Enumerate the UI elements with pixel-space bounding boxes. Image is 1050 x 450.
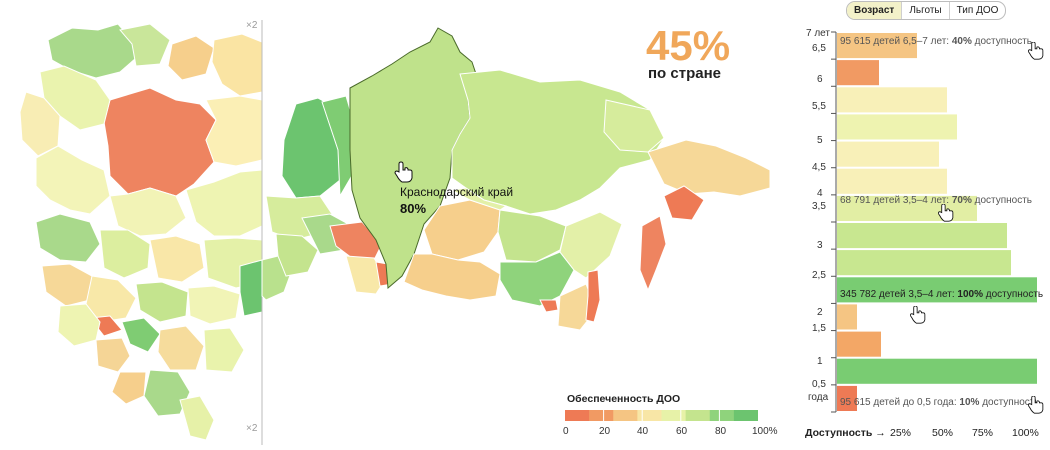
annotation-text: 68 791 детей 3,5–4 лет:: [840, 195, 952, 206]
y-tick-label: 2: [817, 307, 823, 318]
hand-cursor-icon: [910, 306, 926, 324]
y-tick-label: 0,5: [812, 379, 826, 390]
bar-annotation: 68 791 детей 3,5–4 лет: 70% доступность: [840, 195, 1032, 206]
hover-region-value: 80%: [400, 201, 427, 216]
legend-tick: 40: [637, 426, 649, 437]
annotation-value: 70%: [951, 195, 972, 206]
y-tick-label: 5: [817, 135, 823, 146]
age-bar[interactable]: [837, 87, 947, 113]
y-tick-label: года: [808, 392, 829, 403]
legend-title: Обеспеченность ДОО: [567, 393, 681, 405]
x-axis-title: Доступность →: [805, 427, 886, 439]
y-tick-label: 5,5: [812, 101, 826, 112]
annotation-suffix: доступность: [982, 289, 1044, 300]
map-asian-part[interactable]: [261, 27, 771, 331]
legend-color-scale: [565, 410, 758, 421]
age-bar[interactable]: [837, 358, 1037, 384]
annotation-text: 95 615 детей до 0,5 года:: [840, 397, 960, 408]
y-tick-label: 6,5: [812, 43, 826, 54]
breakdown-tabs: Возраст Льготы Тип ДОО: [846, 1, 1007, 20]
age-bar[interactable]: [837, 385, 857, 411]
age-bar[interactable]: [837, 331, 881, 357]
scale-marker-bottom: ×2: [246, 423, 258, 434]
hover-region-name: Краснодарский край: [400, 185, 514, 199]
legend-tick: 0: [563, 426, 569, 437]
annotation-text: 345 782 детей 3,5–4 лет:: [840, 289, 958, 300]
age-bar[interactable]: [837, 223, 1007, 249]
hand-cursor-icon: [938, 204, 954, 222]
legend-color-swatch: [565, 410, 590, 421]
y-tick-label: 6: [817, 74, 823, 85]
legend-color-swatch: [613, 410, 638, 421]
age-bar[interactable]: [837, 141, 939, 167]
annotation-text: 95 615 детей 6,5–7 лет:: [840, 36, 952, 47]
legend-color-swatch: [709, 410, 735, 421]
national-percentage-label: по стране: [648, 65, 721, 82]
legend-tick: 20: [599, 426, 611, 437]
x-tick-label: 75%: [972, 427, 994, 439]
scale-marker-top: ×2: [246, 20, 258, 31]
age-bar[interactable]: [837, 277, 1037, 303]
legend-tick: 60: [676, 426, 688, 437]
x-tick-label: 50%: [932, 427, 954, 439]
hand-cursor-icon: [1028, 42, 1044, 60]
annotation-value: 10%: [959, 397, 980, 408]
age-bar[interactable]: [837, 33, 917, 59]
age-bar[interactable]: [837, 60, 879, 86]
y-tick-label: 4,5: [812, 162, 826, 173]
tab-benefits[interactable]: Льготы: [901, 2, 948, 19]
map-hand-cursor-icon: [394, 161, 413, 183]
annotation-suffix: доступность: [979, 397, 1040, 408]
bar-annotation: 95 615 детей до 0,5 года: 10% доступност…: [840, 397, 1040, 408]
y-tick-label: 2,5: [812, 270, 826, 281]
annotation-value: 100%: [957, 289, 983, 300]
legend-color-swatch: [637, 410, 663, 421]
x-tick-label: 100%: [1012, 427, 1039, 439]
national-percentage: 45%: [646, 22, 731, 69]
age-availability-chart: [831, 31, 1037, 413]
y-tick-label: 1,5: [812, 323, 826, 334]
y-tick-label: 3: [817, 240, 823, 251]
age-bar[interactable]: [837, 250, 1011, 276]
bar-annotation: 95 615 детей 6,5–7 лет: 40% доступность: [840, 36, 1032, 47]
legend-color-swatch: [685, 410, 711, 421]
tab-age[interactable]: Возраст: [847, 2, 902, 19]
tab-institution-type[interactable]: Тип ДОО: [948, 2, 1006, 19]
legend-color-swatch: [733, 410, 758, 421]
annotation-value: 40%: [951, 36, 972, 47]
age-bar[interactable]: [837, 168, 947, 194]
age-bar[interactable]: [837, 195, 977, 221]
regions-map[interactable]: [0, 0, 790, 450]
x-tick-label: 25%: [890, 427, 912, 439]
legend-tick: 100%: [752, 426, 778, 437]
age-bar[interactable]: [837, 114, 957, 140]
annotation-suffix: доступность: [971, 195, 1032, 206]
bar-annotation: 345 782 детей 3,5–4 лет: 100% доступност…: [840, 289, 1043, 300]
hand-cursor-icon: [1028, 396, 1044, 414]
legend-tick: 80: [715, 426, 727, 437]
annotation-suffix: доступность: [971, 36, 1032, 47]
legend-color-swatch: [661, 410, 687, 421]
y-tick-label: 1: [817, 356, 823, 367]
age-bar[interactable]: [837, 304, 857, 330]
legend-color-swatch: [589, 410, 614, 421]
y-tick-label: 3,5: [812, 201, 826, 212]
y-tick-label: 7 лет: [806, 28, 830, 39]
y-tick-label: 4: [817, 188, 823, 199]
map-european-part[interactable]: [19, 23, 263, 441]
